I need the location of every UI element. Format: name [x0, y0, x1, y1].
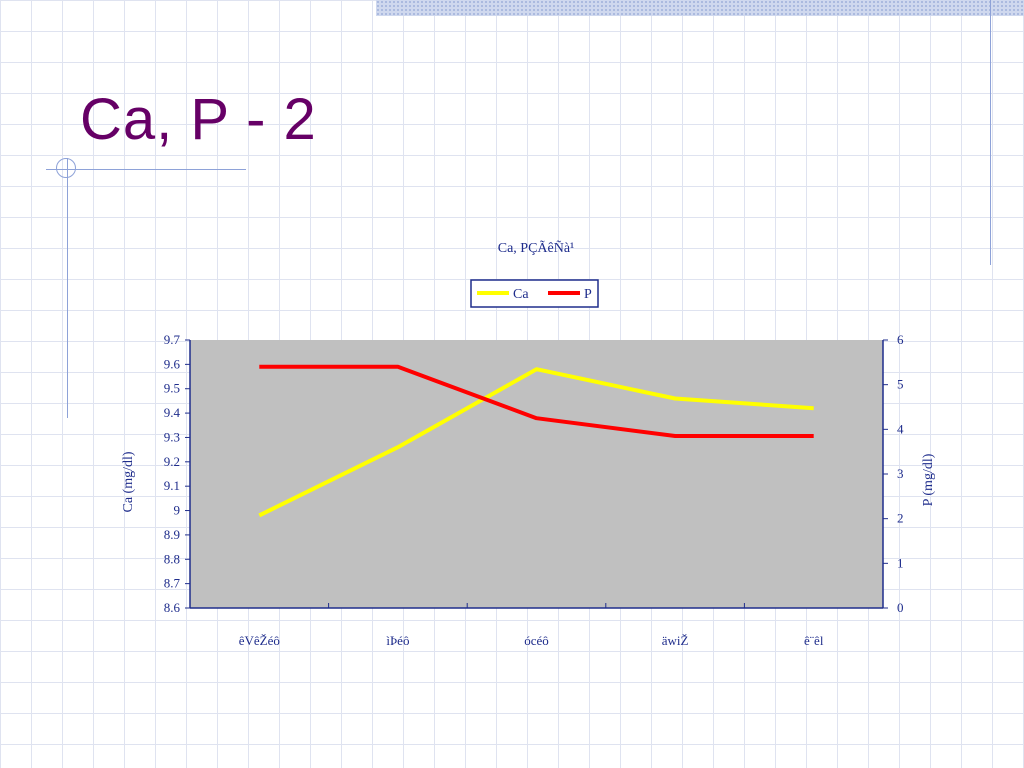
- y-left-tick-label: 9.6: [164, 356, 181, 371]
- y-axis-left-title: Ca (mg/dl): [121, 451, 136, 512]
- data-series: [258, 364, 814, 518]
- chart-legend: Ca P: [470, 279, 599, 308]
- y-axis-right-title: P (mg/dl): [921, 453, 936, 506]
- y-left-tick-label: 9.1: [164, 478, 180, 493]
- x-tick-label: ìÞéô: [386, 633, 409, 648]
- y-right-tick-label: 0: [897, 600, 904, 615]
- y-left-tick-label: 9.4: [164, 405, 181, 420]
- decorative-title-underline: [46, 169, 246, 170]
- y-left-tick-label: 9.5: [164, 381, 180, 396]
- y-right-tick-label: 2: [897, 511, 904, 526]
- x-tick-label: ê¨êl: [804, 633, 824, 648]
- x-tick-label: äwiŽ: [662, 633, 689, 648]
- y-left-tick-label: 9: [174, 503, 181, 518]
- top-decorative-band: [376, 0, 1024, 16]
- series-line-p: [259, 364, 814, 438]
- legend-p-label: P: [584, 287, 592, 302]
- y-right-tick-label: 3: [897, 466, 904, 481]
- series-line-ca: [258, 367, 814, 518]
- slide-title: Ca, P - 2: [80, 87, 317, 152]
- y-left-tick-label: 8.6: [164, 600, 181, 615]
- y-right-tick-label: 4: [897, 421, 904, 436]
- y-right-tick-label: 5: [897, 377, 904, 392]
- y-left-tick-label: 9.2: [164, 454, 180, 469]
- decorative-left-vertical-line: [67, 158, 68, 418]
- decorative-vertical-line: [990, 0, 991, 265]
- y-left-tick-label: 9.3: [164, 429, 180, 444]
- x-tick-label: ócéô: [524, 633, 549, 648]
- y-right-tick-label: 1: [897, 555, 904, 570]
- axes: 8.6 8.7 8.8 8.9 9 9.1 9.2 9.3 9.4 9.5 9.6 9.7 0 1 2 3 4 5…: [164, 332, 904, 648]
- y-left-tick-label: 8.7: [164, 576, 181, 591]
- decorative-circle: [56, 158, 76, 178]
- plot-area: [190, 340, 883, 608]
- chart-title: Ca, PÇÃêÑà¹: [498, 240, 575, 256]
- y-left-tick-label: 8.9: [164, 527, 180, 542]
- x-tick-label: êVêŽéô: [239, 633, 280, 648]
- y-left-tick-label: 9.7: [164, 332, 181, 347]
- y-right-tick-label: 6: [897, 332, 904, 347]
- y-left-tick-label: 8.8: [164, 551, 180, 566]
- legend-ca-label: Ca: [513, 287, 529, 302]
